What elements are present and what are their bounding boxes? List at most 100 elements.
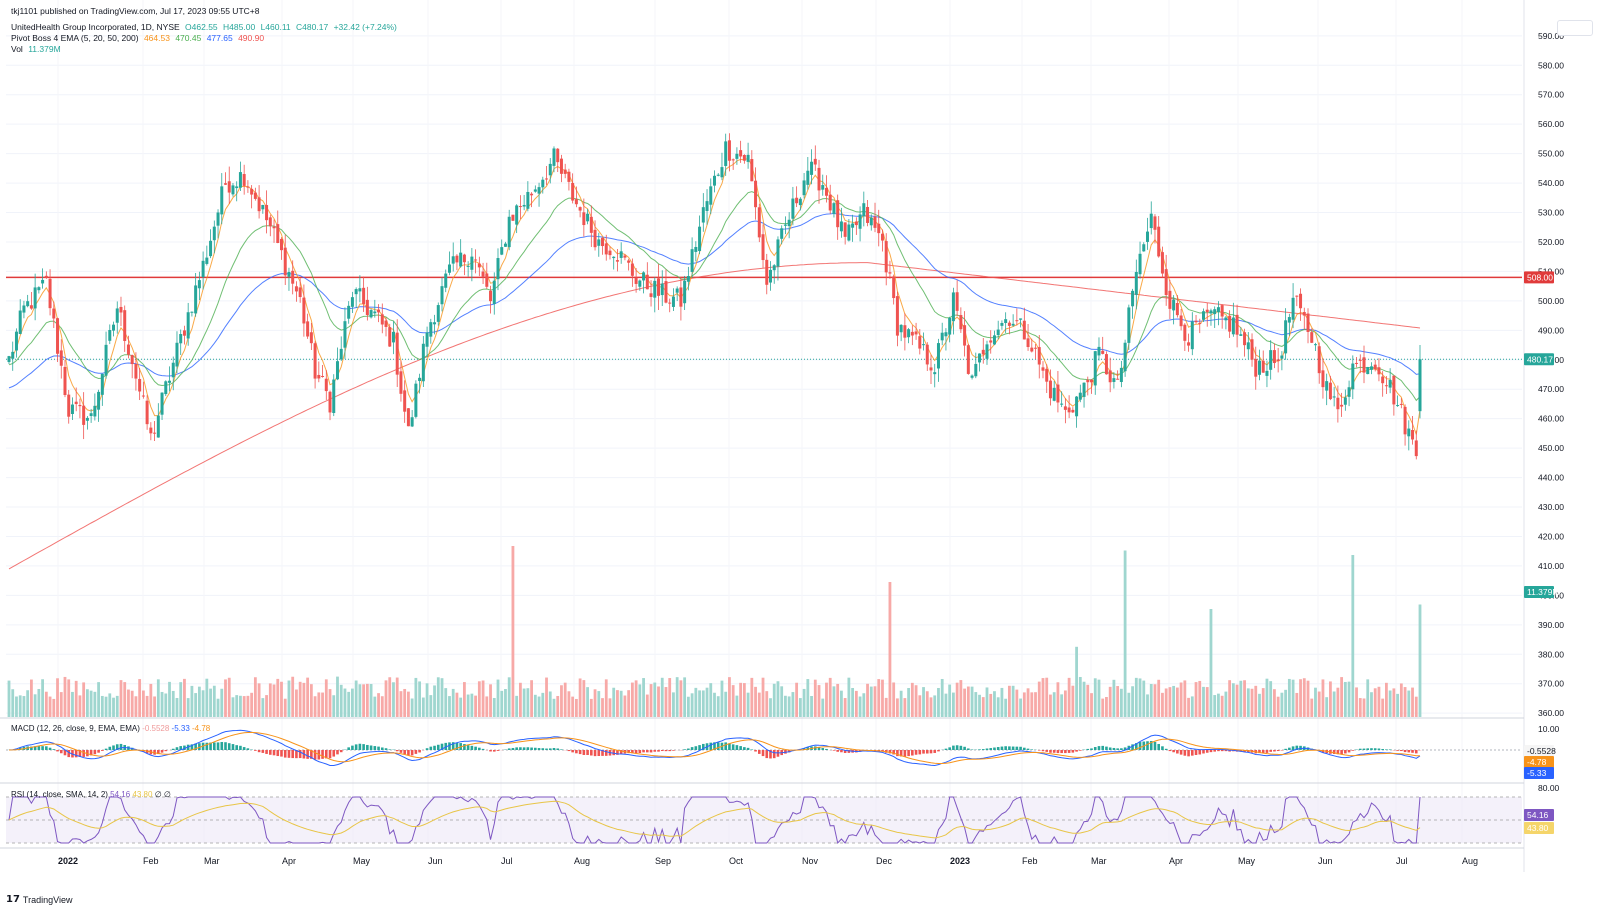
volume-bar [925,691,929,717]
volume-bar [433,685,436,717]
volume-bar [1276,696,1280,717]
candle [1112,372,1116,389]
volume-bar [485,696,489,717]
volume-bar [209,688,212,717]
volume-bar [1366,679,1370,717]
volume-bar [881,679,884,717]
candle-body [1138,253,1142,275]
volume-bar [395,677,399,717]
macd-hist-bar [996,747,1000,750]
candle-body [317,374,321,379]
candle [130,354,134,379]
candle-body [1313,344,1317,346]
candle-body [619,251,623,258]
macd-hist-bar [1037,750,1041,751]
candle [1172,295,1176,325]
candle [56,317,60,363]
macd-hist-bar [634,750,638,754]
macd-hist-bar [115,744,119,750]
macd-hist-bar [631,750,634,754]
candle-body [1149,213,1153,229]
candle-body [1004,319,1008,323]
candle [593,220,597,251]
candle [1179,308,1183,331]
candle-body [862,203,866,217]
candle-body [787,219,791,227]
candle-body [306,321,310,337]
candle-body [757,207,761,238]
candle [694,241,698,262]
candle-body [511,214,515,221]
volume-bar [451,688,455,717]
volume-bar [974,692,978,717]
settings-button[interactable] [1557,20,1593,36]
candle [268,214,272,237]
candle-body [974,363,978,377]
volume-bar [112,697,115,717]
volume-bar [780,686,784,717]
macd-hist-bar [1056,750,1060,754]
macd-hist-bar [108,746,112,750]
candle-body [138,378,142,392]
candle [1396,395,1400,407]
volume-bar [806,679,810,717]
candle [294,281,298,302]
candle-body [1078,392,1082,400]
macd-hist-bar [481,748,485,750]
macd-hist-bar [1023,747,1026,750]
candle [828,184,832,215]
macd-hist-bar [541,748,545,750]
candle [1146,217,1150,250]
volume-bar [1243,680,1246,717]
macd-hist-bar [1377,748,1381,750]
volume-bar [351,688,354,717]
macd-hist-bar [843,750,847,753]
macd-hist-bar [832,750,836,751]
candle-body [518,206,522,208]
macd-hist-bar [295,750,298,759]
candle-body [604,243,608,255]
candle-body [1164,269,1168,296]
macd-hist-bar [933,750,937,753]
candle [112,321,116,337]
candle-body [1183,324,1187,341]
candle [380,303,384,334]
candle-body [1160,252,1164,274]
volume-bar [74,680,78,717]
volume-bar [104,696,108,717]
volume-bar [496,679,500,717]
macd-hist-bar [522,747,526,750]
price-tick-label: 420.00 [1538,531,1564,541]
volume-bar [1217,693,1220,717]
candle [235,181,239,202]
candle-body [1209,310,1213,314]
candle [1317,342,1321,384]
rsi-ma-line [8,800,1421,839]
candle [388,323,392,347]
volume-bar [239,695,242,717]
macd-hist-bar [1370,748,1373,750]
hline-price-badge: 508.00 [1524,271,1554,284]
time-tick-label: May [353,856,371,866]
candle [1097,337,1101,361]
candle-body [768,269,772,283]
candle-body [541,179,545,188]
candle [1198,318,1202,334]
candle-body [754,180,758,208]
time-tick-label: Dec [876,856,893,866]
candle [216,209,220,239]
macd-hist-bar [414,750,418,754]
macd-hist-bar [1202,750,1205,754]
candle [317,361,321,383]
macd-hist-bar [82,750,85,757]
candle-body [1022,320,1026,340]
volume-bar [810,696,813,717]
candle [832,201,836,218]
time-tick-label: Jun [1318,856,1333,866]
candle-body [1358,359,1362,361]
macd-hist-bar [952,745,955,750]
candle [1328,375,1332,401]
macd-hist-bar [1015,746,1019,750]
macd-hist-bar [410,750,414,756]
